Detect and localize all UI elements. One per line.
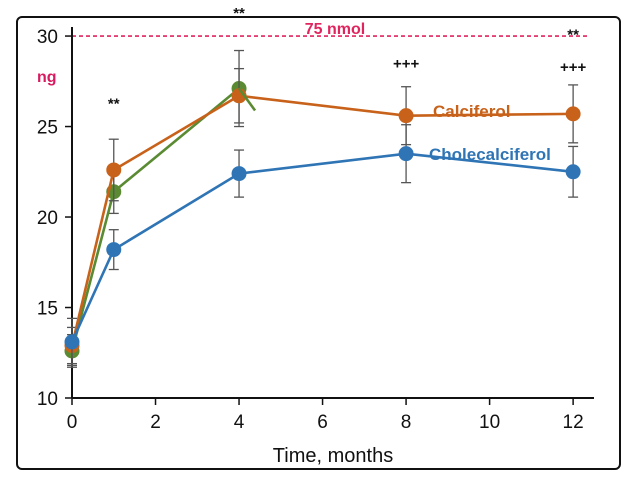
data-point [106, 242, 122, 258]
ticks: 10 15 20 25 30 0 2 4 6 8 10 12 [37, 27, 584, 433]
series-line-tail [237, 87, 257, 112]
reference-line-label: 75 nmol [305, 21, 365, 38]
significance-mark: ** [567, 27, 579, 44]
x-tick-label: 4 [234, 412, 245, 433]
data-point [398, 108, 414, 124]
y-tick-label: 30 [37, 27, 58, 48]
labels: Time, months ng 75 nmol Calciferol Cholec… [37, 21, 551, 467]
x-tick-label: 10 [479, 412, 500, 433]
significance-mark: +++ [393, 56, 420, 73]
x-tick-label: 12 [563, 412, 584, 433]
series-line [70, 152, 574, 343]
series-label-cholecalciferol: Cholecalciferol [429, 145, 551, 164]
x-tick-label: 0 [67, 412, 78, 433]
series-line [70, 94, 574, 346]
x-axis-title: Time, months [273, 445, 393, 467]
data-point [231, 166, 247, 182]
data-point [106, 162, 122, 178]
significance-annotations: ** ** +++ ** +++ [108, 5, 587, 112]
y-tick-label: 15 [37, 299, 58, 320]
significance-mark: ** [233, 5, 245, 22]
axes [71, 27, 594, 399]
series-label-calciferol: Calciferol [433, 102, 510, 121]
data-point [398, 146, 414, 162]
significance-mark: +++ [560, 59, 587, 76]
y-axis-unit-label: ng [37, 69, 57, 86]
y-tick-label: 20 [37, 208, 58, 229]
x-tick-label: 2 [150, 412, 161, 433]
series-line [70, 87, 240, 352]
data-point [64, 334, 80, 350]
x-tick-label: 8 [401, 412, 412, 433]
significance-mark: ** [108, 95, 120, 112]
y-tick-label: 25 [37, 118, 58, 139]
series [64, 49, 581, 368]
x-tick-label: 6 [317, 412, 328, 433]
y-tick-label: 10 [37, 389, 58, 410]
data-point [565, 106, 581, 122]
data-point [565, 164, 581, 180]
series-green [64, 49, 247, 368]
series-cholecalciferol [64, 124, 581, 367]
